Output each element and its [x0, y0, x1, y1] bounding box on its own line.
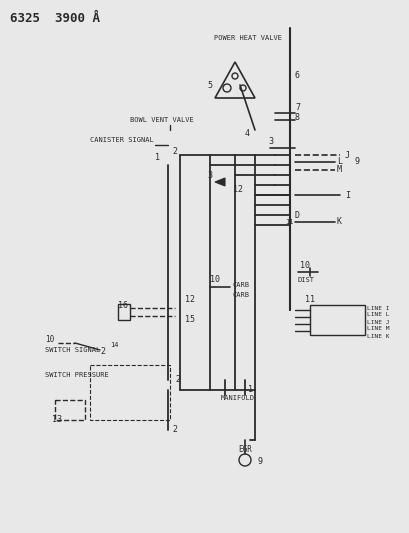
Text: 9: 9 — [354, 157, 359, 166]
Text: 6: 6 — [294, 70, 299, 79]
Text: MANIFOLD: MANIFOLD — [220, 395, 254, 401]
Text: POWER HEAT VALVE: POWER HEAT VALVE — [213, 35, 281, 41]
Text: CARB: CARB — [232, 282, 249, 288]
Text: 2: 2 — [172, 425, 177, 434]
Text: LINE I: LINE I — [366, 305, 389, 311]
Text: CARB: CARB — [232, 292, 249, 298]
Text: M: M — [336, 166, 341, 174]
Text: L: L — [336, 157, 341, 166]
Text: 8: 8 — [294, 114, 299, 123]
Text: SWITCH SIGNAL: SWITCH SIGNAL — [45, 347, 100, 353]
Text: K: K — [336, 217, 341, 227]
Text: 1: 1 — [155, 154, 160, 163]
Text: 3: 3 — [207, 171, 211, 180]
Text: 5: 5 — [207, 80, 211, 90]
Text: BOWL VENT VALVE: BOWL VENT VALVE — [130, 117, 193, 123]
Text: 13: 13 — [52, 416, 62, 424]
Text: EGR: EGR — [238, 446, 251, 455]
Polygon shape — [214, 178, 225, 186]
Text: 10: 10 — [209, 276, 220, 285]
Text: 14: 14 — [110, 342, 118, 348]
Text: 6325  3900 Å: 6325 3900 Å — [10, 12, 100, 25]
Bar — [55, 400, 85, 420]
Text: 11: 11 — [284, 219, 293, 225]
Text: SWITCH PRESSURE: SWITCH PRESSURE — [45, 372, 108, 378]
Text: LINE J: LINE J — [366, 319, 389, 325]
Text: 4: 4 — [245, 128, 249, 138]
Text: I: I — [344, 190, 349, 199]
Text: 11: 11 — [304, 295, 314, 304]
Text: 7: 7 — [294, 103, 299, 112]
Text: 1: 1 — [247, 385, 252, 394]
Text: D: D — [294, 211, 299, 220]
Bar — [118, 304, 130, 320]
Text: 2: 2 — [172, 148, 177, 157]
Text: 10: 10 — [299, 261, 309, 270]
Text: 9: 9 — [257, 457, 262, 466]
Text: LINE M: LINE M — [366, 327, 389, 332]
Text: CANISTER SIGNAL: CANISTER SIGNAL — [90, 137, 153, 143]
Text: DIST: DIST — [297, 277, 314, 283]
Text: 3: 3 — [267, 138, 272, 147]
Text: 15: 15 — [184, 316, 195, 325]
Bar — [90, 365, 170, 420]
Text: 2: 2 — [175, 376, 180, 384]
Text: 12: 12 — [232, 185, 243, 195]
Text: J: J — [344, 150, 349, 159]
Text: 10: 10 — [45, 335, 54, 344]
Text: 12: 12 — [184, 295, 195, 304]
Text: LINE L: LINE L — [366, 312, 389, 318]
Text: 2: 2 — [100, 348, 105, 357]
Text: LINE K: LINE K — [366, 335, 389, 340]
Text: 16: 16 — [118, 301, 128, 310]
Bar — [309, 305, 364, 335]
